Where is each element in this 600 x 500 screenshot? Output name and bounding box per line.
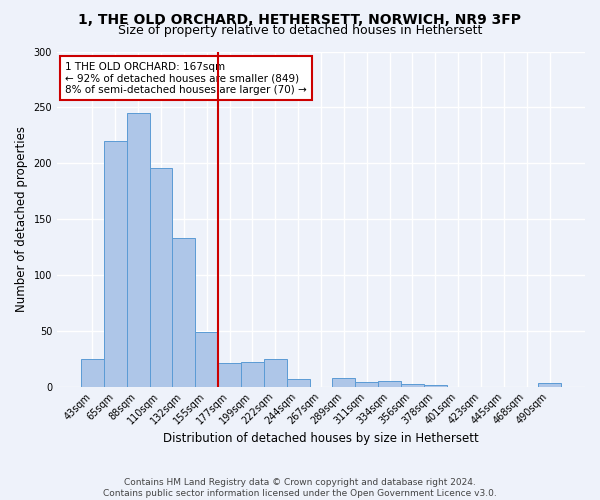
Bar: [127, 113, 149, 386]
Text: Size of property relative to detached houses in Hethersett: Size of property relative to detached ho…: [118, 24, 482, 37]
Y-axis label: Number of detached properties: Number of detached properties: [15, 126, 28, 312]
Bar: [172, 238, 196, 386]
Bar: [378, 381, 401, 386]
Text: 1, THE OLD ORCHARD, HETHERSETT, NORWICH, NR9 3FP: 1, THE OLD ORCHARD, HETHERSETT, NORWICH,…: [79, 12, 521, 26]
Bar: [149, 168, 172, 386]
Bar: [287, 379, 310, 386]
Bar: [264, 358, 287, 386]
Bar: [218, 363, 241, 386]
Bar: [81, 358, 104, 386]
Text: 1 THE OLD ORCHARD: 167sqm
← 92% of detached houses are smaller (849)
8% of semi-: 1 THE OLD ORCHARD: 167sqm ← 92% of detac…: [65, 62, 307, 95]
Bar: [401, 384, 424, 386]
Bar: [332, 378, 355, 386]
Bar: [355, 382, 378, 386]
Bar: [196, 332, 218, 386]
Text: Contains HM Land Registry data © Crown copyright and database right 2024.
Contai: Contains HM Land Registry data © Crown c…: [103, 478, 497, 498]
Bar: [538, 383, 561, 386]
Bar: [241, 362, 264, 386]
X-axis label: Distribution of detached houses by size in Hethersett: Distribution of detached houses by size …: [163, 432, 479, 445]
Bar: [104, 141, 127, 386]
